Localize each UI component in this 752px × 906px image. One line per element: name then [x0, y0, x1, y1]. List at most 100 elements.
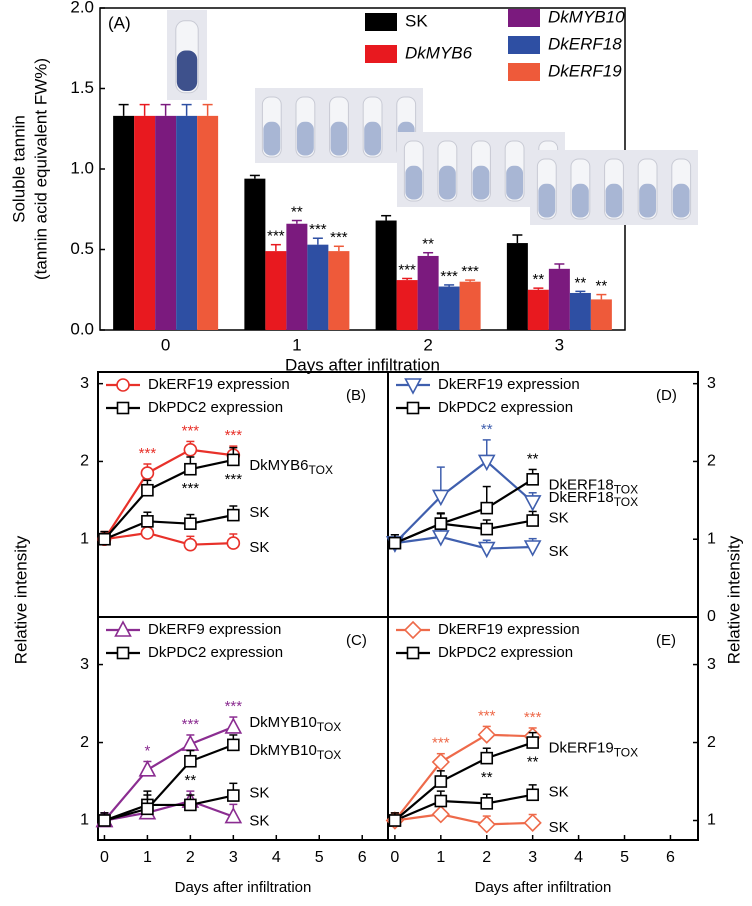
- marker: [141, 483, 154, 497]
- y-tick-label: 2.0: [70, 0, 94, 16]
- marker: [406, 646, 420, 660]
- significance: **: [575, 274, 587, 291]
- series-label-sub: TOX: [614, 495, 638, 509]
- legend-label: DkERF19: [548, 61, 622, 80]
- y-tick-label: 0: [707, 608, 716, 625]
- significance: ***: [309, 221, 327, 238]
- legend-label: DkMYB10: [548, 7, 625, 26]
- marker: [431, 752, 450, 772]
- marker: [477, 725, 496, 744]
- significance: **: [422, 236, 434, 253]
- marker: [434, 794, 448, 808]
- x-tick-label: 1: [292, 335, 301, 354]
- marker: [184, 798, 197, 812]
- series-line: [104, 514, 234, 541]
- significance: **: [185, 772, 197, 789]
- legend-swatch: [365, 13, 397, 31]
- series-label: DkMYB6TOX: [249, 457, 333, 477]
- x-tick-label: 4: [574, 849, 583, 866]
- bar: [113, 115, 135, 331]
- marker: [183, 537, 198, 552]
- significance: ***: [182, 480, 200, 497]
- marker: [388, 814, 402, 827]
- x-tick-label: 3: [555, 335, 564, 354]
- marker: [431, 805, 450, 824]
- x-tick-label: 6: [358, 849, 367, 866]
- series-line: [394, 733, 533, 822]
- marker: [224, 806, 243, 824]
- series-line: [104, 799, 234, 822]
- series-line: [104, 531, 234, 546]
- marker: [138, 760, 157, 777]
- series-label: DkERF19TOX: [549, 740, 638, 760]
- significance: ***: [440, 268, 458, 285]
- x-tick-label: 1: [436, 849, 445, 866]
- bar: [396, 280, 418, 330]
- bar: [590, 299, 612, 330]
- series-label: SK: [249, 539, 269, 556]
- plot-frame: [387, 616, 699, 841]
- series-label-text: DkMYB10: [249, 714, 317, 731]
- legend-swatch: [508, 36, 540, 54]
- significance: **: [527, 754, 539, 771]
- marker: [184, 754, 197, 768]
- marker: [227, 453, 240, 467]
- significance: **: [533, 271, 545, 288]
- series-label: SK: [549, 510, 569, 527]
- series-label-text: DkERF18: [549, 489, 614, 506]
- marker: [224, 717, 243, 734]
- series-label: SK: [249, 504, 269, 521]
- significance: **: [527, 450, 539, 467]
- significance: ***: [478, 707, 496, 724]
- bar: [328, 251, 350, 330]
- tube-liquid: [330, 121, 348, 156]
- x-axis-label: Days after infiltration: [475, 879, 612, 896]
- x-tick-label: 2: [482, 849, 491, 866]
- significance: ***: [461, 263, 479, 280]
- bar: [286, 223, 308, 330]
- legend-label: DkPDC2 expression: [438, 644, 573, 661]
- series-label: DkMYB10TOX: [249, 742, 341, 762]
- bar: [417, 255, 439, 330]
- series-line: [394, 813, 533, 826]
- x-tick-label: 5: [620, 849, 629, 866]
- legend-label: DkERF19 expression: [438, 376, 580, 393]
- significance: *: [144, 742, 150, 759]
- panel-label: (B): [346, 387, 366, 404]
- tube-liquid: [538, 183, 556, 218]
- marker: [477, 815, 496, 834]
- bar: [244, 178, 266, 330]
- series-line: [394, 460, 534, 544]
- series-label: DkMYB10TOX: [249, 714, 341, 734]
- y-tick-label: 1: [707, 812, 716, 829]
- bar: [197, 115, 219, 331]
- series-line: [103, 725, 234, 822]
- marker: [226, 536, 241, 550]
- x-tick-label: 0: [100, 849, 109, 866]
- significance: ***: [182, 716, 200, 733]
- x-tick-label: 2: [186, 849, 195, 866]
- tube-liquid: [405, 165, 423, 200]
- y-tick-label: 3: [80, 656, 89, 673]
- tube-liquid: [176, 50, 198, 91]
- marker: [141, 802, 154, 816]
- bar: [375, 220, 397, 330]
- x-axis-label: Days after infiltration: [175, 879, 312, 896]
- series-label: DkERF18TOX: [549, 476, 638, 496]
- bar: [569, 292, 591, 330]
- marker: [141, 515, 154, 528]
- marker: [523, 813, 542, 832]
- y-tick-label: 0.5: [70, 239, 94, 258]
- marker: [116, 401, 130, 415]
- marker: [434, 517, 448, 530]
- y-tick-label: 2: [707, 453, 716, 470]
- series-line: [394, 478, 534, 545]
- legend-label: DkERF19 expression: [148, 376, 290, 393]
- legend-label: DkERF18: [548, 34, 622, 53]
- y-tick-label: 3: [80, 375, 89, 392]
- bar: [459, 281, 481, 330]
- series-label-sub: TOX: [614, 746, 638, 760]
- x-tick-label: 6: [666, 849, 675, 866]
- y-tick-label: 3: [707, 375, 716, 392]
- tube-liquid: [571, 183, 589, 218]
